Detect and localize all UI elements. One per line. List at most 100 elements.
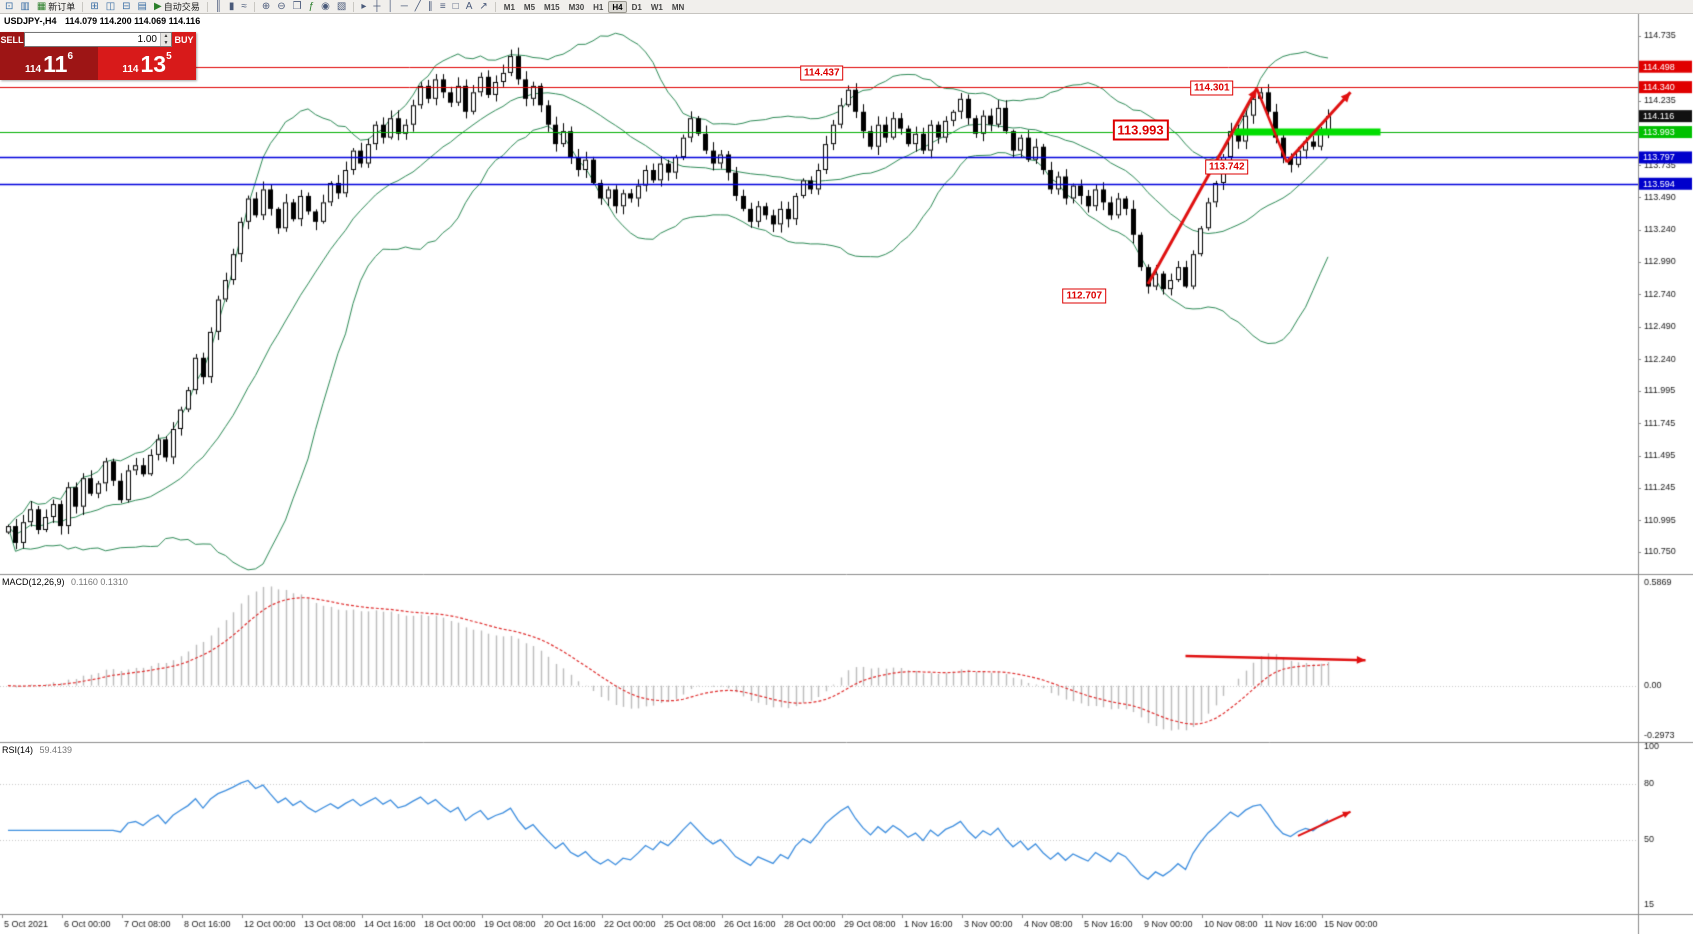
timeframe-m1-button[interactable]: M1 (503, 2, 515, 12)
templates-icon: ▧ (336, 0, 347, 12)
chart-window: USDJPY-,H4 114.079 114.200 114.069 114.1… (0, 14, 1693, 934)
buy-price-button[interactable]: 114 13 5 (98, 47, 196, 80)
macd-indicator-label: MACD(12,26,9) 0.1160 0.1310 (2, 577, 128, 587)
line-chart-button[interactable]: ≈ (238, 1, 250, 13)
channel-button[interactable]: ∥ (425, 1, 436, 13)
sell-price-button[interactable]: 114 11 6 (0, 47, 98, 80)
toolbar-separator (494, 1, 496, 12)
line-chart-icon: ≈ (241, 0, 247, 12)
text-button[interactable]: A (463, 1, 476, 13)
price-callout-114-437[interactable]: 114.437 (799, 65, 844, 81)
timeframe-h4-button[interactable]: H4 (608, 0, 627, 13)
new-chart-button[interactable]: ⊡ (2, 1, 16, 13)
volume-down-button[interactable]: ▼ (161, 39, 171, 46)
sell-price-pip-digit: 6 (67, 51, 74, 62)
timeframe-m30-button[interactable]: M30 (568, 2, 585, 12)
timeframe-mn-button[interactable]: MN (671, 2, 685, 12)
candlestick-chart-button[interactable]: ▮ (226, 1, 238, 13)
buy-price-pip-digit: 5 (166, 51, 172, 62)
navigator-button[interactable]: ⊟ (119, 1, 133, 13)
toolbar-separator (206, 1, 208, 12)
volume-up-button[interactable]: ▲ (161, 33, 171, 40)
crosshair-icon: ┼ (373, 0, 381, 12)
timeframe-h1-button[interactable]: H1 (593, 2, 604, 12)
sell-price-big-digits: 11 (43, 50, 68, 77)
navigator-icon: ⊟ (122, 0, 131, 12)
arrow-tool-button[interactable]: ↗ (476, 1, 490, 13)
buy-price-prefix: 114 (122, 64, 139, 75)
toolbar-separator (82, 1, 84, 12)
price-chart-canvas[interactable] (0, 14, 1693, 934)
macd-name: MACD(12,26,9) (2, 577, 65, 587)
tile-windows-button[interactable]: ❒ (290, 1, 305, 13)
price-callout-114-301[interactable]: 114.301 (1189, 80, 1234, 96)
trendline-icon: ╱ (414, 0, 421, 12)
data-window-icon: ◫ (105, 0, 116, 12)
sell-button[interactable]: SELL (0, 32, 24, 47)
sell-price-prefix: 114 (24, 64, 42, 75)
vertical-line-icon: │ (387, 0, 394, 12)
candlestick-chart-icon: ▮ (228, 0, 235, 12)
templates-button[interactable]: ▧ (334, 1, 349, 13)
indicators-icon: ƒ (308, 0, 315, 12)
fibonacci-icon: ≡ (439, 0, 446, 12)
cursor-icon: ▸ (361, 0, 367, 12)
buy-price-big-digits: 13 (140, 50, 167, 77)
rsi-values: 59.4139 (39, 745, 73, 755)
new-chart-icon: ⊡ (5, 0, 14, 12)
one-click-trading-panel: SELL ▲ ▼ BUY 114 11 6 114 (0, 32, 196, 80)
indicators-button[interactable]: ƒ (306, 1, 318, 13)
cursor-button[interactable]: ▸ (358, 1, 369, 13)
toolbar-separator (353, 1, 355, 12)
periods-button[interactable]: ◉ (318, 1, 333, 13)
autotrading-button-label: 自动交易 (163, 2, 200, 12)
horizontal-line-button[interactable]: ─ (398, 1, 411, 13)
symbol-period-label: USDJPY-,H4 (4, 16, 57, 26)
terminal-icon: ▤ (137, 0, 147, 12)
shapes-icon: □ (452, 0, 459, 12)
trendline-button[interactable]: ╱ (412, 1, 424, 13)
zoom-in-icon: ⊕ (261, 0, 271, 12)
main-toolbar: ⊡ ▥ ▦ 新订单 ⊞ ◫ ⊟ ▤ ▶ 自动交易 ║ ▮ ≈ ⊕ ⊖ ❒ ƒ ◉ ▧ ▸ ┼ │ ─ ╱ ∥ ≡ □ A ↗ M1 M5 M1… (0, 0, 1693, 14)
volume-input[interactable] (25, 33, 160, 46)
fibonacci-button[interactable]: ≡ (437, 1, 449, 13)
new-order-button[interactable]: ▦ 新订单 (34, 1, 78, 13)
crosshair-button[interactable]: ┼ (370, 1, 383, 13)
ohlc-values: 114.079 114.200 114.069 114.116 (65, 16, 201, 26)
price-callout-113-993[interactable]: 113.993 (1112, 119, 1169, 141)
bar-chart-button[interactable]: ║ (212, 1, 225, 13)
autotrading-icon: ▶ (154, 0, 162, 12)
market-watch-button[interactable]: ⊞ (87, 1, 101, 13)
price-callout-112-707[interactable]: 112.707 (1062, 288, 1107, 304)
channel-icon: ∥ (427, 0, 433, 12)
zoom-in-button[interactable]: ⊕ (259, 1, 273, 13)
data-window-button[interactable]: ◫ (103, 1, 118, 13)
volume-box: ▲ ▼ (24, 32, 172, 47)
zoom-out-button[interactable]: ⊖ (274, 1, 288, 13)
text-icon: A (465, 0, 473, 12)
profiles-icon: ▥ (20, 0, 30, 12)
timeframe-w1-button[interactable]: W1 (650, 2, 663, 12)
autotrading-button[interactable]: ▶ 自动交易 (151, 1, 203, 13)
zoom-out-icon: ⊖ (277, 0, 286, 12)
timeframe-d1-button[interactable]: D1 (631, 2, 642, 12)
profiles-button[interactable]: ▥ (17, 1, 32, 13)
tile-windows-icon: ❒ (292, 0, 302, 12)
arrow-tool-icon: ↗ (479, 0, 488, 12)
terminal-button[interactable]: ▤ (135, 1, 150, 13)
periods-icon: ◉ (321, 0, 330, 12)
timeframe-m5-button[interactable]: M5 (523, 2, 536, 12)
price-callout-113-742[interactable]: 113.742 (1204, 159, 1249, 175)
timeframe-m15-button[interactable]: M15 (544, 2, 560, 12)
macd-values: 0.1160 0.1310 (71, 577, 128, 587)
buy-button[interactable]: BUY (172, 32, 196, 47)
vertical-line-button[interactable]: │ (384, 1, 396, 13)
shapes-button[interactable]: □ (450, 1, 462, 13)
chart-title: USDJPY-,H4 114.079 114.200 114.069 114.1… (4, 16, 200, 26)
bar-chart-icon: ║ (214, 0, 222, 12)
volume-stepper: ▲ ▼ (160, 33, 171, 46)
new-order-button-label: 新订单 (48, 2, 76, 12)
rsi-name: RSI(14) (2, 745, 34, 755)
new-order-icon: ▦ (36, 0, 47, 12)
